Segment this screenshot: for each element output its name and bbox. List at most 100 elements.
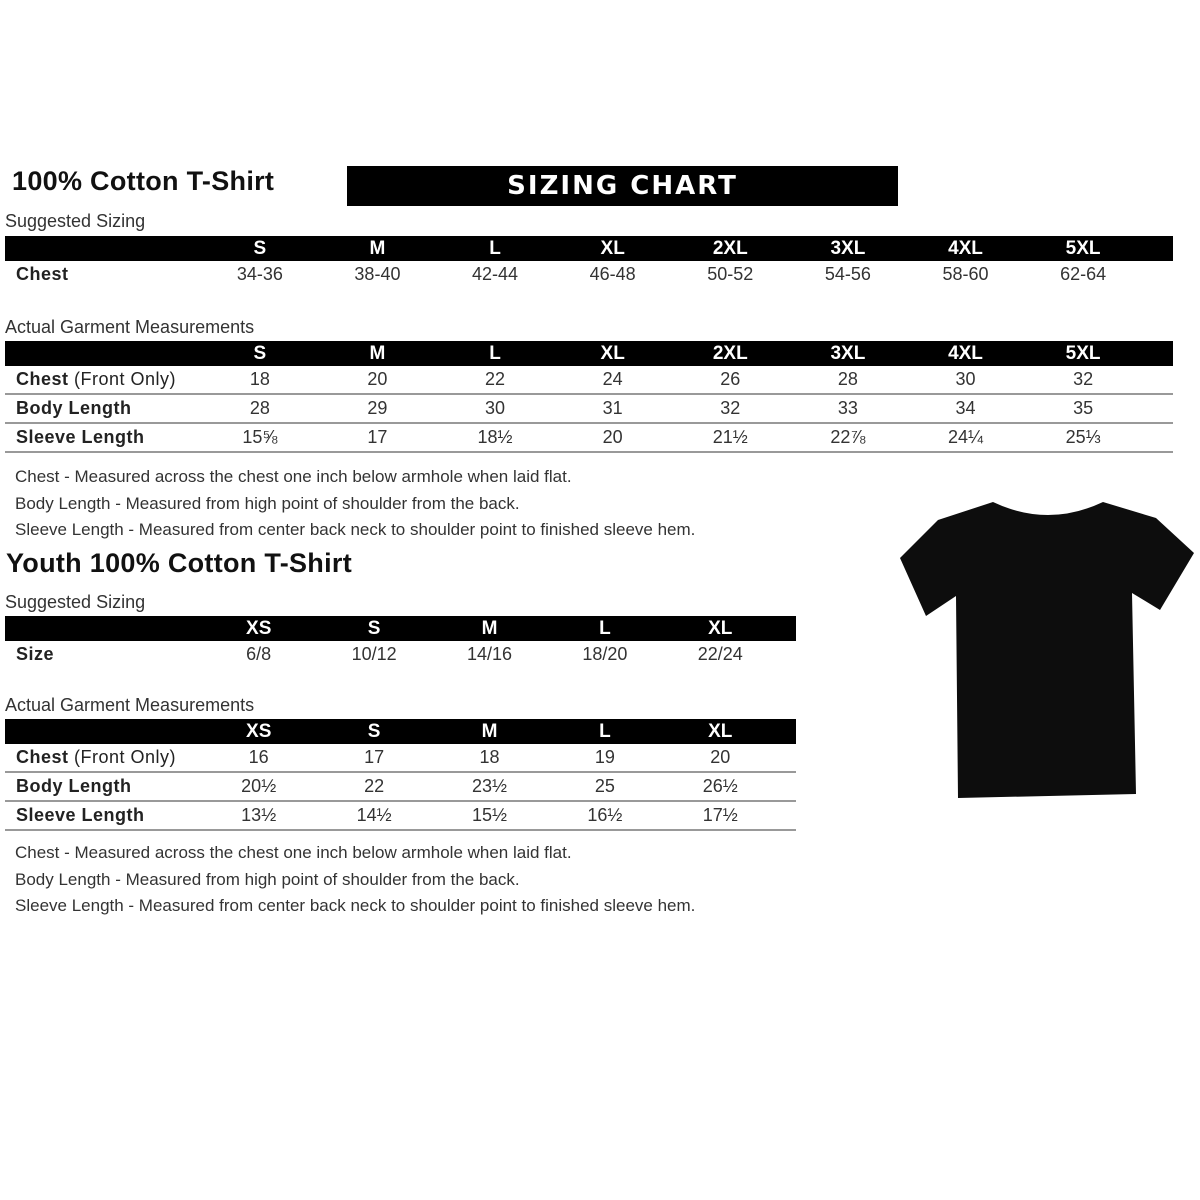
table-cell: 26½ xyxy=(662,772,778,802)
adult-measurements-table: S M L XL 2XL 3XL 4XL 5XL Chest (Front Only) 18 20 2… xyxy=(5,341,1173,453)
table-cell: 50-52 xyxy=(707,264,754,284)
table-cell: 42-44 xyxy=(472,264,519,284)
table-cell: 22/24 xyxy=(697,644,743,664)
table-cell: 15½ xyxy=(431,801,548,831)
table-cell: 16 xyxy=(201,744,317,773)
table-row: Sleeve Length 13½ 14½ 15½ 16½ 17½ xyxy=(5,801,796,831)
table-cell: 18/20 xyxy=(582,644,628,664)
table-cell: 14½ xyxy=(316,801,432,831)
note-line: Body Length - Measured from high point o… xyxy=(15,869,520,889)
size-header: M xyxy=(431,719,548,744)
adult-title: 100% Cotton T-Shirt xyxy=(12,166,275,196)
note-line: Sleeve Length - Measured from center bac… xyxy=(15,520,696,539)
youth-measurements-table: XS S M L XL Chest (Front Only) 16 17 18 19 20 Body … xyxy=(5,719,796,831)
table-cell: 32 xyxy=(671,394,790,424)
table-cell: 17 xyxy=(318,423,437,453)
note-line: Sleeve Length - Measured from center bac… xyxy=(15,896,696,915)
table-cell: 17 xyxy=(316,744,432,773)
table-cell: 20½ xyxy=(201,772,317,802)
table-cell: 19 xyxy=(547,744,663,773)
adult-suggested-table: S M L XL 2XL 3XL 4XL 5XL Chest 34-36 38-40 42-44 46-… xyxy=(5,236,1173,288)
row-label-extra: (Front Only) xyxy=(68,747,177,767)
row-label: Sleeve Length xyxy=(16,427,145,447)
size-header: 5XL xyxy=(1024,236,1142,261)
size-header: M xyxy=(318,236,437,261)
table-cell: 22⅞ xyxy=(789,423,907,453)
row-label: Size xyxy=(16,644,55,664)
table-row: Chest 34-36 38-40 42-44 46-48 50-52 54-56 58-60… xyxy=(5,261,1173,288)
size-header: 2XL xyxy=(671,341,790,366)
table-cell: 18 xyxy=(201,366,319,395)
t-shirt-icon xyxy=(900,502,1194,798)
table-cell: 33 xyxy=(789,394,907,424)
table-cell: 28 xyxy=(789,366,907,395)
table-cell: 18½ xyxy=(436,423,554,453)
size-header: L xyxy=(436,341,554,366)
row-label: Chest xyxy=(16,264,69,284)
table-cell: 34 xyxy=(906,394,1025,424)
size-header: S xyxy=(316,616,432,641)
size-header: 3XL xyxy=(789,341,907,366)
youth-suggested-table: XS S M L XL Size 6/8 10/12 14/16 18/20 22/24 xyxy=(5,616,796,668)
table-cell: 26 xyxy=(671,366,790,395)
size-header-row: XS S M L XL xyxy=(5,719,796,744)
size-header: 5XL xyxy=(1024,341,1142,366)
size-header-row: S M L XL 2XL 3XL 4XL 5XL xyxy=(5,236,1173,261)
adult-notes: Chest - Measured across the chest one in… xyxy=(15,464,695,544)
table-row: Chest (Front Only) 16 17 18 19 20 xyxy=(5,744,796,773)
table-cell: 13½ xyxy=(201,801,317,831)
sizing-chart-banner: SIZING CHART xyxy=(347,166,898,206)
row-label: Chest xyxy=(16,747,69,767)
row-label: Body Length xyxy=(16,398,132,418)
table-row: Body Length 20½ 22 23½ 25 26½ xyxy=(5,772,796,802)
table-row: Sleeve Length 15⅝ 17 18½ 20 21½ 22⅞ 24¼ 25⅓ xyxy=(5,423,1173,453)
size-header: XL xyxy=(553,236,672,261)
table-cell: 46-48 xyxy=(589,264,636,284)
note-line: Body Length - Measured from high point o… xyxy=(15,493,520,513)
table-cell: 18 xyxy=(431,744,548,773)
table-cell: 25 xyxy=(547,772,663,802)
size-header: S xyxy=(201,341,319,366)
row-label-extra: (Front Only) xyxy=(68,369,177,389)
table-cell: 20 xyxy=(553,423,672,453)
table-cell: 24¼ xyxy=(906,423,1025,453)
youth-suggested-label: Suggested Sizing xyxy=(5,592,146,612)
table-cell: 24 xyxy=(553,366,672,395)
note-line: Chest - Measured across the chest one in… xyxy=(15,843,572,862)
row-label: Body Length xyxy=(16,776,132,796)
table-cell: 22 xyxy=(316,772,432,802)
table-cell: 30 xyxy=(906,366,1025,395)
row-label: Chest xyxy=(16,369,69,389)
size-header: XS xyxy=(201,719,317,744)
size-header: S xyxy=(316,719,432,744)
table-cell: 54-56 xyxy=(824,264,871,284)
size-header: M xyxy=(318,341,437,366)
note-line: Chest - Measured across the chest one in… xyxy=(15,467,572,486)
youth-title: Youth 100% Cotton T-Shirt xyxy=(6,548,352,578)
table-cell: 25⅓ xyxy=(1024,423,1142,453)
table-row: Chest (Front Only) 18 20 22 24 26 28 30 32 xyxy=(5,366,1173,395)
table-cell: 10/12 xyxy=(351,644,397,664)
table-cell: 62-64 xyxy=(1060,264,1107,284)
table-cell: 34-36 xyxy=(236,264,283,284)
table-cell: 17½ xyxy=(662,801,778,831)
table-cell: 58-60 xyxy=(942,264,989,284)
table-cell: 29 xyxy=(318,394,437,424)
table-cell: 35 xyxy=(1024,394,1142,424)
table-cell: 20 xyxy=(662,744,778,773)
adult-actual-label: Actual Garment Measurements xyxy=(5,317,255,337)
table-row: Size 6/8 10/12 14/16 18/20 22/24 xyxy=(5,641,796,668)
size-header: XL xyxy=(662,719,778,744)
size-header: XS xyxy=(201,616,317,641)
table-cell: 30 xyxy=(436,394,554,424)
youth-notes: Chest - Measured across the chest one in… xyxy=(15,840,695,920)
table-cell: 14/16 xyxy=(466,644,512,664)
adult-suggested-label: Suggested Sizing xyxy=(5,211,146,231)
size-header: 4XL xyxy=(906,236,1025,261)
youth-actual-label: Actual Garment Measurements xyxy=(5,695,255,715)
table-row: Body Length 28 29 30 31 32 33 34 35 xyxy=(5,394,1173,424)
table-cell: 20 xyxy=(318,366,437,395)
size-header: XL xyxy=(553,341,672,366)
table-cell: 32 xyxy=(1024,366,1142,395)
size-header: XL xyxy=(662,616,778,641)
